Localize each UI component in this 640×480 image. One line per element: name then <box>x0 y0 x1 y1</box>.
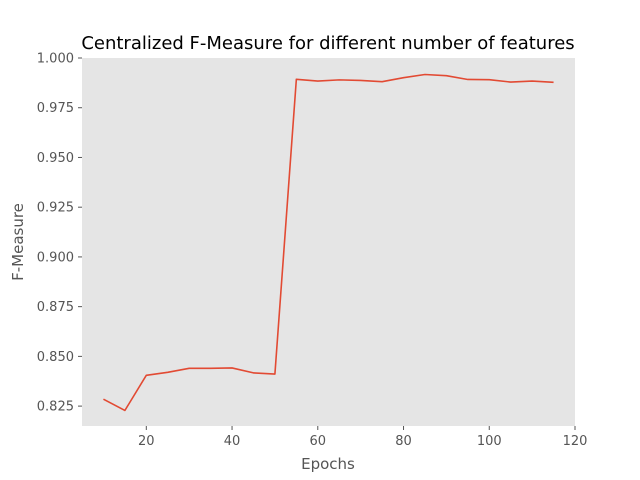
y-tick-label: 0.850 <box>37 350 74 365</box>
y-axis: 0.825 0.850 0.875 0.900 0.925 0.950 0.975 1.000 <box>37 52 82 415</box>
y-tick-label: 0.900 <box>37 250 74 265</box>
series-layer <box>103 73 554 412</box>
chart-title: Centralized F-Measure for different numb… <box>81 33 574 54</box>
series-line <box>103 73 554 412</box>
x-axis: 20 40 60 80 100 120 <box>138 426 587 449</box>
y-tick-label: 0.950 <box>37 151 74 166</box>
x-axis-label: Epochs <box>301 455 355 473</box>
x-tick-label: 100 <box>477 434 502 449</box>
x-tick-label: 80 <box>395 434 412 449</box>
y-tick-label: 0.975 <box>37 101 74 116</box>
y-axis-label: F-Measure <box>9 203 27 281</box>
y-tick-label: 0.875 <box>37 300 74 315</box>
y-tick-label: 0.925 <box>37 201 74 216</box>
x-tick-label: 40 <box>224 434 241 449</box>
y-tick-label: 0.825 <box>37 400 74 415</box>
y-tick-label: 1.000 <box>37 52 74 67</box>
x-tick-label: 20 <box>138 434 155 449</box>
plot-area <box>82 58 575 426</box>
x-tick-label: 120 <box>563 434 588 449</box>
x-tick-label: 60 <box>310 434 327 449</box>
